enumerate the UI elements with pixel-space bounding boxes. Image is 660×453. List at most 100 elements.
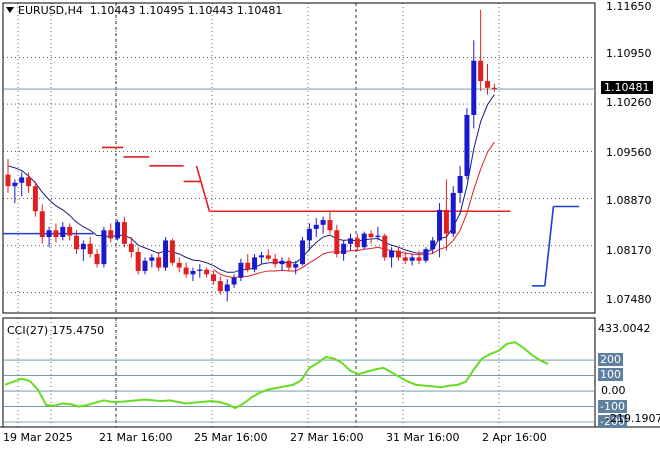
candle-body [395, 250, 401, 258]
candle-body [354, 238, 360, 248]
candle-body [348, 238, 353, 244]
candle-body [204, 269, 210, 275]
candle-body [258, 255, 264, 258]
cci-level-200: 200 [598, 353, 623, 366]
price-tick-2: 1.10950 [606, 47, 652, 60]
candle-body [67, 226, 73, 236]
candle-body [183, 267, 189, 275]
candle-body [87, 243, 93, 254]
candle-body [156, 257, 162, 268]
time-label-2: 21 Mar 16:00 [99, 431, 173, 444]
candle-body [341, 243, 347, 254]
price-tick-6: 1.08170 [606, 244, 652, 257]
cci-level-minus-200: -200 [598, 415, 627, 428]
price-tick-4: 1.09560 [606, 146, 652, 159]
candle-body [327, 220, 333, 231]
time-label-6: 2 Apr 16:00 [482, 431, 547, 444]
candle-body [464, 114, 470, 176]
chart-header: EURUSD,H4 1.10443 1.10495 1.10443 1.1048… [6, 4, 282, 17]
candle-body [320, 220, 326, 225]
candle-body [121, 222, 127, 244]
candle-body [245, 262, 251, 270]
cci-level-100: 100 [598, 368, 623, 381]
candle-body [402, 257, 408, 261]
candle-body [478, 60, 484, 82]
time-label-3: 25 Mar 16:00 [194, 431, 268, 444]
candle-body [60, 226, 66, 238]
candle-body [19, 177, 25, 183]
candle-body [101, 230, 107, 265]
candle-body [443, 209, 449, 234]
cci-scale-max: 433.0042 [598, 322, 651, 335]
candle-body [313, 224, 319, 229]
candle-body [430, 240, 436, 250]
candle-body [252, 257, 258, 270]
candle-body [176, 262, 182, 268]
candle-body [94, 253, 100, 265]
price-tick-3: 1.10260 [606, 96, 652, 109]
time-label-5: 31 Mar 16:00 [386, 431, 460, 444]
candle-body [32, 186, 38, 212]
price-tick-5: 1.08870 [606, 194, 652, 207]
candle-body [115, 222, 121, 239]
candle-body [286, 260, 292, 268]
candle-body [485, 81, 490, 88]
candle-body [12, 182, 18, 187]
candle-body [190, 270, 196, 275]
candle-body [437, 209, 443, 241]
candle-body [142, 260, 148, 271]
resistance-connector [195, 165, 211, 212]
candle-body [416, 257, 422, 261]
candle-body [272, 258, 278, 265]
candle-body [491, 87, 497, 90]
candle-body [306, 228, 312, 241]
current-price-tag: 1.10481 [601, 81, 653, 94]
candle-body [46, 230, 52, 238]
candle-body [74, 235, 79, 250]
candle-body [217, 281, 223, 292]
cci-line [4, 341, 549, 410]
candle-body [169, 240, 175, 263]
short-ma-line [7, 94, 495, 273]
candle-body [80, 243, 86, 250]
symbol-label: EURUSD,H4 [18, 4, 83, 17]
candle-body [457, 175, 463, 193]
long-ma-line [213, 141, 495, 279]
candle-body [224, 284, 230, 292]
candle-body [300, 240, 306, 265]
candle-body [197, 269, 203, 271]
price-tick-7: 1.07480 [606, 293, 652, 306]
candle-body [279, 260, 285, 265]
candle-body [149, 257, 155, 261]
candle-body [26, 177, 32, 187]
candle-body [368, 233, 374, 238]
candle-body [471, 60, 477, 115]
dropdown-triangle-icon[interactable] [6, 7, 14, 13]
candle-body [238, 262, 244, 278]
cci-label: CCI(27) 175.4750 [7, 324, 105, 337]
cci-level-minus-100: -100 [598, 400, 627, 413]
candle-body [450, 192, 456, 234]
candle-body [163, 240, 169, 268]
price-tick-1: 1.11650 [606, 0, 652, 13]
candle-body [108, 230, 114, 239]
price-panel-frame [2, 2, 596, 314]
time-label-1: 19 Mar 2025 [3, 431, 73, 444]
cci-level-0: 0.00 [601, 384, 626, 397]
candle-body [39, 211, 45, 238]
candle-body [361, 233, 367, 248]
time-label-4: 27 Mar 16:00 [290, 431, 364, 444]
candle-body [53, 230, 59, 238]
candle-body [135, 251, 141, 271]
candle-body [334, 230, 340, 254]
candle-body [128, 243, 134, 252]
candle-body [409, 257, 415, 261]
candle-body [293, 264, 299, 268]
candle-body [5, 174, 11, 187]
candle-body [211, 274, 216, 282]
support-connector [544, 206, 555, 286]
candle-body [375, 235, 381, 238]
ohlc-label: 1.10443 1.10495 1.10443 1.10481 [89, 4, 283, 17]
